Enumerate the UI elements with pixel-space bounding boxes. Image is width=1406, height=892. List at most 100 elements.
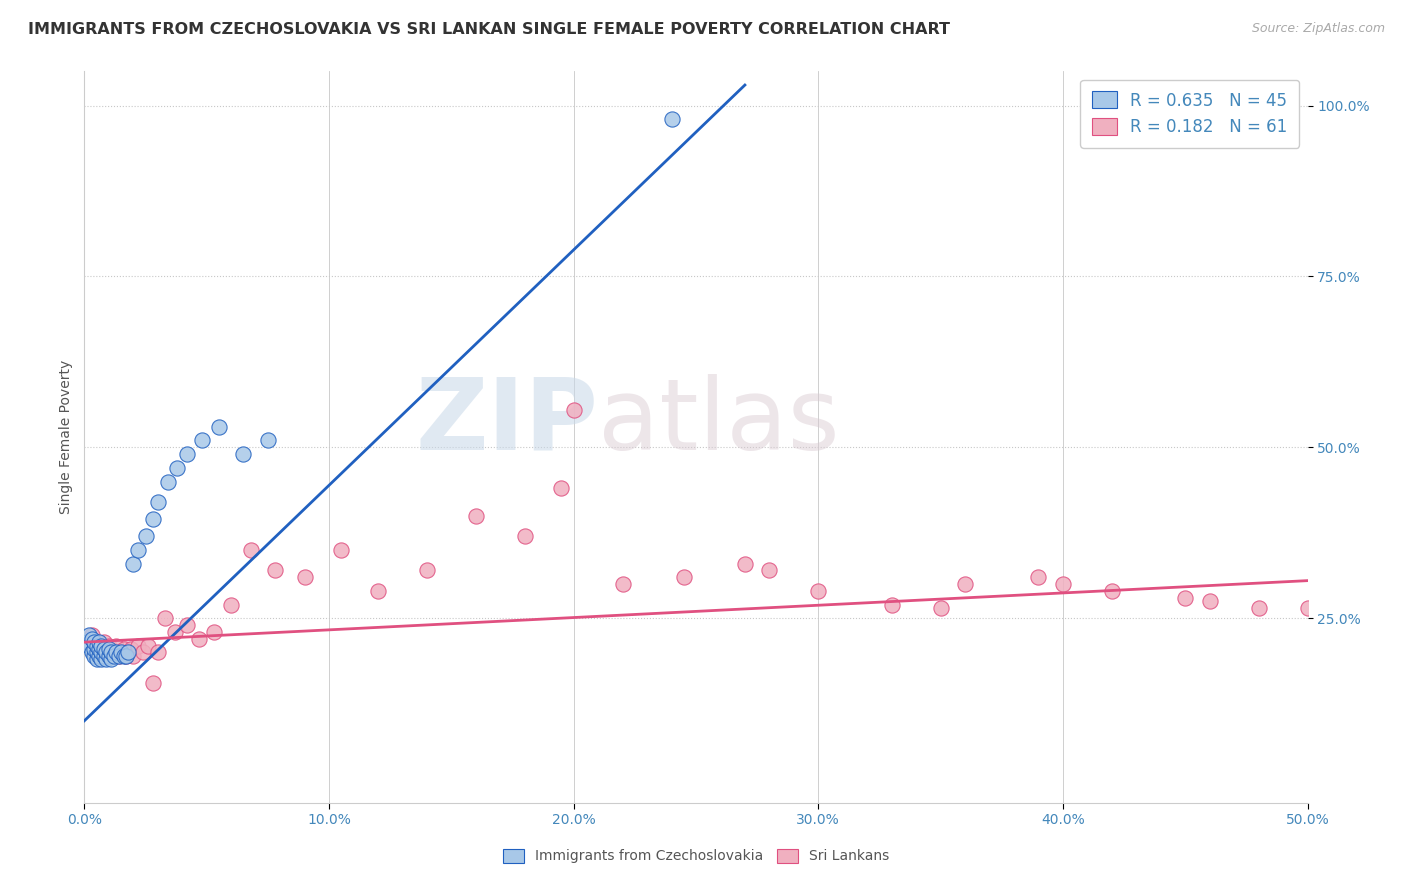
- Legend: Immigrants from Czechoslovakia, Sri Lankans: Immigrants from Czechoslovakia, Sri Lank…: [498, 843, 894, 869]
- Point: [176, 447, 198, 461]
- Point: [93, 635, 115, 649]
- Point: [100, 645, 122, 659]
- Point: [90, 639, 112, 653]
- Point: [550, 481, 572, 495]
- Point: [142, 512, 165, 526]
- Point: [929, 601, 952, 615]
- Point: [97, 642, 120, 657]
- Point: [86, 639, 108, 653]
- Point: [135, 529, 157, 543]
- Point: [191, 434, 214, 448]
- Point: [96, 648, 118, 663]
- Point: [156, 475, 179, 489]
- Point: [163, 624, 186, 639]
- Point: [416, 563, 439, 577]
- Point: [83, 635, 105, 649]
- Text: Source: ZipAtlas.com: Source: ZipAtlas.com: [1251, 22, 1385, 36]
- Point: [86, 642, 108, 657]
- Point: [76, 635, 98, 649]
- Point: [83, 639, 105, 653]
- Point: [103, 648, 125, 663]
- Point: [136, 639, 159, 653]
- Point: [661, 112, 683, 127]
- Point: [87, 635, 110, 649]
- Point: [117, 645, 139, 659]
- Point: [77, 628, 100, 642]
- Point: [90, 645, 112, 659]
- Point: [90, 639, 112, 653]
- Point: [142, 676, 165, 690]
- Point: [1198, 594, 1220, 608]
- Point: [86, 652, 108, 666]
- Point: [87, 648, 110, 663]
- Point: [103, 645, 125, 659]
- Y-axis label: Single Female Poverty: Single Female Poverty: [59, 360, 73, 514]
- Point: [110, 645, 132, 659]
- Text: IMMIGRANTS FROM CZECHOSLOVAKIA VS SRI LANKAN SINGLE FEMALE POVERTY CORRELATION C: IMMIGRANTS FROM CZECHOSLOVAKIA VS SRI LA…: [28, 22, 950, 37]
- Point: [87, 648, 110, 663]
- Point: [330, 542, 353, 557]
- Point: [1247, 601, 1270, 615]
- Point: [90, 652, 112, 666]
- Point: [105, 645, 128, 659]
- Point: [612, 577, 634, 591]
- Point: [807, 583, 830, 598]
- Point: [1296, 601, 1319, 615]
- Point: [264, 563, 287, 577]
- Point: [86, 635, 108, 649]
- Point: [105, 639, 128, 653]
- Point: [464, 508, 486, 523]
- Point: [100, 652, 122, 666]
- Point: [97, 645, 120, 659]
- Point: [93, 642, 115, 657]
- Point: [76, 632, 98, 646]
- Point: [562, 402, 585, 417]
- Point: [86, 645, 108, 659]
- Point: [87, 642, 110, 657]
- Point: [115, 648, 138, 663]
- Point: [115, 648, 138, 663]
- Point: [1028, 570, 1050, 584]
- Point: [239, 542, 262, 557]
- Point: [153, 611, 176, 625]
- Point: [202, 624, 225, 639]
- Point: [107, 648, 129, 663]
- Point: [880, 598, 903, 612]
- Point: [80, 645, 103, 659]
- Point: [953, 577, 976, 591]
- Point: [120, 642, 142, 657]
- Point: [112, 648, 135, 663]
- Point: [127, 542, 149, 557]
- Point: [80, 628, 103, 642]
- Point: [146, 495, 169, 509]
- Point: [83, 645, 105, 659]
- Point: [96, 645, 118, 659]
- Point: [219, 598, 242, 612]
- Point: [176, 618, 198, 632]
- Point: [83, 648, 105, 663]
- Point: [1052, 577, 1074, 591]
- Point: [1174, 591, 1197, 605]
- Point: [112, 642, 135, 657]
- Point: [122, 648, 145, 663]
- Point: [232, 447, 254, 461]
- Point: [257, 434, 280, 448]
- Point: [83, 642, 105, 657]
- Point: [132, 645, 155, 659]
- Point: [77, 635, 100, 649]
- Text: atlas: atlas: [598, 374, 839, 471]
- Point: [208, 420, 231, 434]
- Point: [117, 645, 139, 659]
- Point: [758, 563, 780, 577]
- Point: [100, 648, 122, 663]
- Point: [122, 557, 145, 571]
- Point: [513, 529, 536, 543]
- Point: [97, 648, 120, 663]
- Point: [97, 639, 120, 653]
- Point: [127, 639, 149, 653]
- Point: [146, 645, 169, 659]
- Point: [107, 648, 129, 663]
- Point: [367, 583, 389, 598]
- Point: [166, 460, 188, 475]
- Point: [294, 570, 316, 584]
